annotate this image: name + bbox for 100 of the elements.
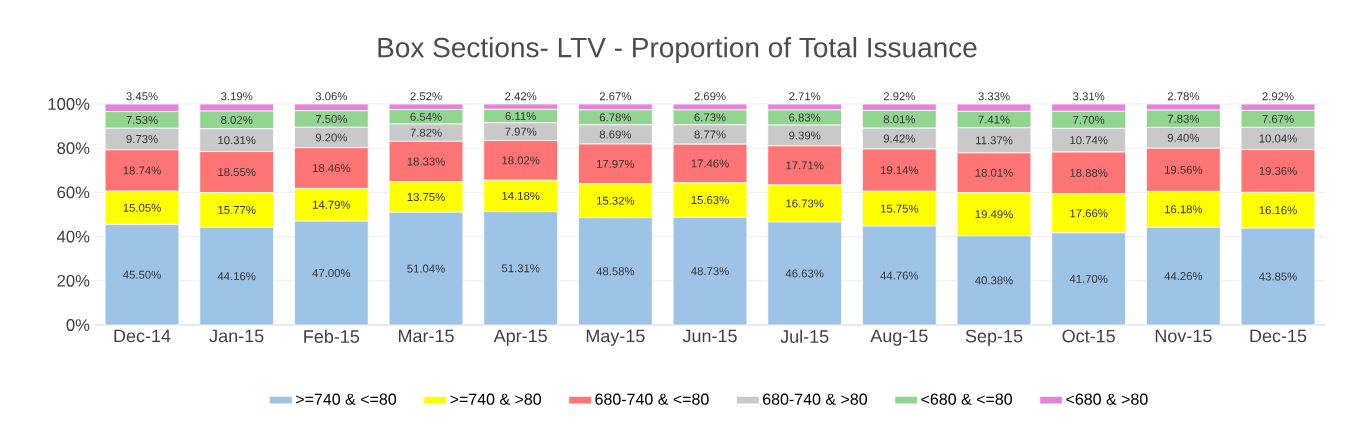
data-label: 10.31%	[218, 136, 256, 145]
data-label: 18.55%	[218, 168, 256, 177]
data-label: 18.46%	[312, 164, 351, 173]
data-label: 2.92%	[1262, 92, 1294, 101]
data-label: 3.06%	[315, 92, 348, 101]
data-label: 2.67%	[599, 92, 632, 101]
data-label: 7.41%	[978, 115, 1010, 124]
data-label: 9.40%	[1167, 133, 1199, 142]
data-label: 9.42%	[883, 134, 916, 143]
x-tick-label: Dec-15	[1250, 329, 1307, 343]
data-label: 7.70%	[1073, 115, 1105, 124]
data-label: 41.70%	[1069, 274, 1108, 283]
x-tick-label: May-15	[586, 329, 645, 346]
data-label: 7.83%	[1167, 114, 1199, 123]
data-label: 7.67%	[1262, 114, 1294, 123]
data-label: 47.00%	[312, 269, 351, 278]
data-label: 2.78%	[1167, 92, 1199, 101]
data-label: 8.02%	[221, 115, 253, 124]
data-label: 9.20%	[315, 133, 348, 142]
data-label: 8.69%	[599, 130, 632, 139]
x-tick-label: Feb-15	[304, 329, 360, 343]
x-tick-label: Jun-15	[682, 329, 737, 343]
data-label: 18.33%	[407, 157, 445, 166]
data-label: 15.05%	[123, 203, 161, 212]
data-label: 8.77%	[694, 130, 726, 139]
data-label: 18.01%	[975, 168, 1013, 177]
data-label: 19.36%	[1259, 166, 1297, 175]
data-label: 48.73%	[691, 267, 729, 276]
data-label: 6.73%	[694, 113, 726, 122]
data-label: 51.04%	[407, 264, 445, 273]
data-label: 7.97%	[505, 127, 537, 136]
data-label: 18.02%	[502, 156, 540, 165]
data-label: 15.75%	[880, 204, 919, 213]
data-label: 3.31%	[1073, 92, 1105, 101]
data-label: 8.01%	[883, 115, 916, 124]
data-label: 6.54%	[410, 112, 442, 121]
data-label: 16.73%	[786, 199, 824, 208]
y-tick-label: 80%	[57, 142, 90, 155]
data-label: 14.18%	[502, 191, 540, 200]
x-tick-label: Jul-15	[780, 329, 829, 343]
data-label: 2.42%	[505, 92, 537, 101]
chart-title: Box Sections- LTV - Proportion of Total Issuance	[378, 36, 977, 64]
y-tick-label: 60%	[57, 186, 90, 199]
data-label: 40.38%	[975, 276, 1013, 285]
data-label: 2.92%	[883, 92, 916, 101]
x-tick-label: Sep-15	[965, 329, 1023, 347]
legend-label: >=740 & <=80	[296, 393, 397, 405]
data-label: 3.19%	[221, 92, 253, 101]
data-label: 16.16%	[1259, 206, 1297, 215]
data-label: 17.71%	[786, 161, 824, 170]
y-tick-label: 0%	[66, 319, 90, 331]
data-label: 51.31%	[501, 264, 540, 273]
data-label: 7.82%	[410, 128, 442, 137]
data-label: 6.78%	[599, 113, 632, 122]
x-tick-label: Apr-15	[493, 329, 547, 346]
legend-label: >=740 & >80	[450, 393, 542, 405]
data-label: 15.32%	[596, 196, 635, 205]
data-label: 15.77%	[218, 205, 256, 214]
legend-label: <680 & >80	[1066, 393, 1148, 405]
data-label: 11.37%	[976, 136, 1013, 145]
data-label: 17.46%	[691, 159, 729, 168]
data-label: 16.18%	[1164, 205, 1203, 214]
data-label: 2.52%	[410, 92, 442, 101]
data-label: 6.83%	[789, 113, 821, 122]
y-tick-label: 20%	[57, 274, 90, 287]
data-label: 7.53%	[126, 115, 158, 124]
data-label: 44.76%	[880, 271, 919, 280]
data-label: 45.50%	[123, 270, 161, 279]
data-label: 14.79%	[312, 200, 351, 209]
data-label: 2.69%	[694, 92, 726, 101]
data-label: 9.39%	[789, 131, 821, 140]
data-label: 3.33%	[978, 92, 1010, 101]
data-label: 19.49%	[975, 210, 1013, 219]
legend-label: 680-740 & <=80	[595, 393, 709, 405]
data-label: 44.26%	[1164, 272, 1203, 281]
x-tick-label: Dec-14	[114, 329, 171, 343]
legend-label: 680-740 & >80	[763, 393, 868, 405]
data-label: 48.58%	[596, 267, 635, 276]
x-tick-label: Oct-15	[1062, 329, 1115, 343]
data-label: 3.45%	[126, 92, 158, 101]
data-label: 6.11%	[505, 112, 536, 121]
data-label: 19.56%	[1164, 165, 1203, 174]
data-label: 18.88%	[1070, 168, 1108, 177]
legend-label: <680 & <=80	[921, 393, 1012, 405]
data-label: 7.50%	[315, 115, 348, 124]
y-tick-label: 100%	[48, 98, 90, 110]
x-tick-label: Nov-15	[1155, 329, 1212, 343]
data-label: 15.63%	[691, 196, 729, 205]
data-label: 19.14%	[880, 166, 919, 175]
x-tick-label: Aug-15	[870, 329, 928, 346]
y-tick-label: 40%	[56, 230, 90, 243]
x-tick-label: Mar-15	[398, 329, 454, 343]
data-label: 17.66%	[1070, 209, 1108, 218]
data-label: 10.04%	[1259, 134, 1297, 143]
data-label: 9.73%	[126, 135, 158, 144]
data-label: 46.63%	[785, 269, 824, 278]
data-label: 18.74%	[123, 166, 161, 175]
data-label: 2.71%	[789, 92, 821, 101]
data-label: 43.85%	[1259, 272, 1297, 281]
data-label: 10.74%	[1070, 136, 1108, 145]
